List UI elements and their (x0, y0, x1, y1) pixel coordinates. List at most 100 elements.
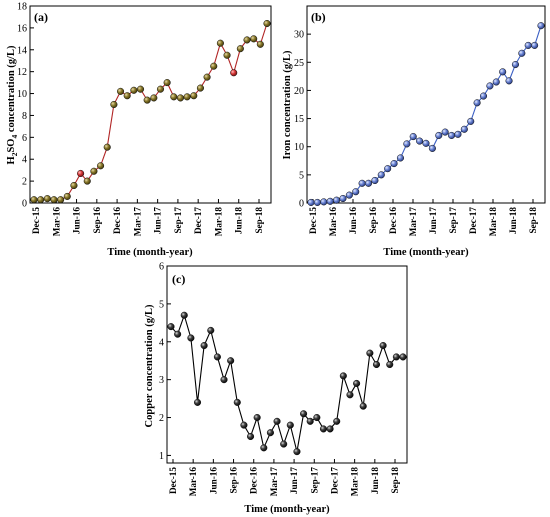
x-tick-label: Dec-16 (388, 207, 398, 234)
data-point (359, 402, 367, 410)
y-tick-label: 14 (17, 45, 27, 56)
x-tick-label: Dec-17 (468, 207, 478, 234)
y-tick-label: 0 (299, 199, 304, 210)
y-title-sub-4: 4 (10, 135, 19, 139)
data-point (524, 41, 532, 49)
y-tick-label: 2 (22, 177, 27, 188)
data-point (416, 137, 424, 145)
panel-a-label: (a) (34, 10, 48, 24)
y-tick-label: 1 (159, 451, 164, 462)
data-point (43, 195, 51, 203)
data-point (460, 125, 468, 133)
panel-b-y-ticks: 0 5 10 15 20 25 30 (294, 30, 311, 210)
data-point (499, 68, 507, 76)
x-tick-label: Mar-18 (350, 467, 360, 497)
y-title-sub-2: 2 (10, 152, 19, 156)
y-title-part-so: SO (6, 139, 17, 153)
data-point (313, 413, 321, 422)
data-point (260, 444, 268, 452)
data-point (256, 40, 264, 48)
y-title-part-rest: concentration (g/L) (6, 45, 17, 135)
data-point (531, 41, 539, 49)
data-point (403, 140, 411, 148)
x-tick-label: Mar-16 (328, 207, 338, 237)
data-point (207, 326, 215, 334)
y-tick-label: 6 (159, 262, 164, 273)
x-tick-label: Jun-18 (508, 207, 518, 234)
data-point (30, 196, 38, 204)
y-tick-label: 30 (294, 30, 304, 41)
data-point (227, 357, 235, 365)
data-point (435, 131, 443, 140)
x-tick-label: Sep-16 (368, 207, 378, 234)
x-tick-label: Dec-15 (168, 467, 178, 494)
data-point (505, 77, 513, 85)
series-line (311, 25, 542, 203)
data-point (103, 143, 111, 151)
y-tick-label: 4 (22, 155, 27, 166)
data-point (203, 73, 211, 81)
data-point (210, 62, 218, 70)
data-point (253, 413, 261, 422)
panel-a-plot (30, 19, 271, 204)
panel-c-label: (c) (172, 272, 185, 286)
y-title-part-h: H (6, 156, 17, 164)
data-point (320, 198, 328, 206)
data-point (123, 92, 131, 100)
x-tick-label: Sep-18 (254, 207, 264, 234)
panel-a-y-ticks: 0 2 4 6 8 10 12 14 16 18 (17, 2, 34, 210)
data-point (448, 131, 456, 140)
data-point (537, 22, 545, 30)
data-point (130, 86, 138, 94)
panel-c-y-ticks: 1 2 3 4 5 6 (159, 262, 171, 462)
x-tick-label: Dec-16 (249, 467, 259, 494)
data-point (250, 35, 258, 43)
data-point (396, 154, 404, 162)
y-tick-label: 15 (294, 114, 304, 125)
x-tick-label: Jun-17 (153, 207, 163, 234)
data-point (384, 165, 392, 173)
data-point (313, 198, 321, 206)
data-point (180, 311, 188, 319)
y-tick-label: 5 (159, 299, 164, 310)
y-tick-label: 2 (159, 413, 164, 424)
data-point (37, 196, 45, 204)
x-tick-label: Dec-16 (112, 207, 122, 234)
data-point (399, 353, 407, 361)
y-tick-label: 12 (17, 67, 27, 78)
panel-a-frame (29, 5, 272, 204)
data-point (263, 19, 271, 28)
data-point (190, 92, 198, 100)
data-point (183, 93, 191, 101)
data-point (319, 425, 328, 433)
data-point (223, 51, 231, 59)
x-tick-label: Mar-17 (269, 467, 279, 497)
x-tick-label: Sep-17 (448, 207, 458, 234)
data-point (280, 440, 288, 448)
data-point (286, 421, 294, 429)
data-point (243, 36, 251, 44)
y-tick-label: 3 (159, 375, 164, 386)
data-point (326, 425, 334, 433)
data-point (353, 379, 361, 387)
data-point (57, 196, 65, 204)
data-point (379, 342, 387, 350)
data-point (216, 39, 224, 47)
panel-c-plot (167, 311, 407, 456)
data-point (511, 60, 519, 69)
x-tick-label: Dec-17 (329, 467, 339, 494)
panel-b: (b) 0 5 10 15 20 25 30 Dec-15 Mar-16 Jun-16 Sep-1… (282, 5, 546, 258)
data-point (441, 128, 449, 136)
data-point (486, 82, 494, 90)
panel-c-y-axis-title: Copper concentration (g/L) (144, 304, 155, 427)
x-tick-label: Mar-16 (51, 207, 61, 237)
data-point (467, 117, 475, 125)
data-point (473, 99, 481, 107)
x-tick-label: Mar-18 (213, 207, 223, 237)
x-tick-label: Dec-15 (308, 207, 318, 234)
x-tick-label: Mar-17 (408, 207, 418, 237)
data-point (339, 372, 347, 380)
data-point (300, 410, 308, 418)
x-tick-label: Dec-15 (31, 207, 41, 234)
